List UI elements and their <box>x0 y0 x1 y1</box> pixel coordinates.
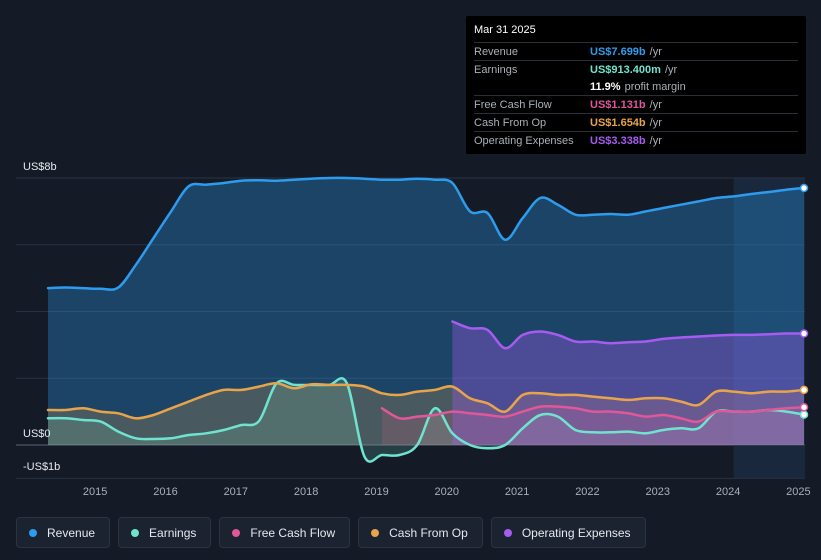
tooltip-row-unit: /yr <box>649 134 662 147</box>
x-tick-label: 2019 <box>364 486 388 498</box>
x-tick-label: 2018 <box>294 486 318 498</box>
operating-expenses-endpoint <box>799 329 809 338</box>
x-tick-label: 2020 <box>435 486 459 498</box>
cash-from-op-line <box>46 382 806 420</box>
legend-dot-icon <box>371 528 380 537</box>
tooltip-row-unit: profit margin <box>624 80 686 93</box>
tooltip-row: Cash From Op US$1.654b/yr <box>474 113 798 131</box>
legend-item-operating-expenses[interactable]: Operating Expenses <box>490 517 646 548</box>
tooltip-row-value: US$1.654b <box>590 116 646 129</box>
legend-label: Revenue <box>47 525 96 540</box>
legend-dot-icon <box>29 528 37 537</box>
legend-label: Earnings <box>149 525 197 540</box>
x-tick-label: 2022 <box>575 486 599 498</box>
cash-from-op-area <box>48 383 804 445</box>
chart-canvas: US$8b US$0 -US$1b 2015 2016 2017 2018 2019 2020… <box>16 161 811 498</box>
x-tick-label: 2017 <box>224 486 248 498</box>
tooltip-row: Revenue US$7.699b/yr <box>474 42 798 60</box>
x-tick-label: 2025 <box>786 486 810 498</box>
tooltip-row-value: US$913.400m <box>590 63 661 76</box>
legend-label: Free Cash Flow <box>250 525 336 540</box>
tooltip-row-unit: /yr <box>649 116 662 129</box>
cash-from-op-endpoint <box>799 385 809 395</box>
earnings-line <box>46 377 806 463</box>
tooltip-row-value: US$3.338b <box>590 134 646 147</box>
legend-item-earnings[interactable]: Earnings <box>118 517 212 548</box>
tooltip-row: Free Cash Flow US$1.131b/yr <box>474 95 798 113</box>
legend-item-revenue[interactable]: Revenue <box>16 517 111 548</box>
tooltip-row-label: Free Cash Flow <box>474 98 552 111</box>
legend-dot-icon <box>503 528 512 537</box>
tooltip-row-value: US$1.131b <box>590 98 646 111</box>
tooltip-rows: Revenue US$7.699b/yr Earnings US$913.400m/y… <box>474 42 798 149</box>
legend-item-cash-from-op[interactable]: Cash From Op <box>358 517 483 548</box>
tooltip-row-label: Earnings <box>474 63 518 76</box>
x-tick-label: 2015 <box>83 486 107 498</box>
chart-areas <box>48 177 804 462</box>
tooltip-row: Earnings US$913.400m/yr <box>474 60 798 78</box>
tooltip-row-unit: /yr <box>664 63 678 76</box>
forecast-highlight-band <box>733 178 805 479</box>
revenue-line <box>46 176 806 291</box>
free-cash-flow-line <box>380 404 806 424</box>
chart-endpoints <box>799 183 809 419</box>
operating-expenses-line <box>451 320 806 350</box>
x-tick-label: 2021 <box>505 486 529 498</box>
revenue-area <box>48 177 804 445</box>
tooltip-row: Operating Expenses US$3.338b/yr <box>474 131 798 149</box>
chart-lines <box>46 176 806 463</box>
legend-label: Operating Expenses <box>521 525 631 540</box>
tooltip-row-label: Cash From Op <box>474 116 547 129</box>
tooltip-row-unit: /yr <box>649 45 662 58</box>
tooltip-row-value: US$7.699b <box>590 45 646 58</box>
free-cash-flow-endpoint <box>799 403 809 412</box>
tooltip-row-label: Revenue <box>474 45 519 58</box>
tooltip-row-value: 11.9% <box>590 80 621 93</box>
earnings-area <box>48 378 804 462</box>
revenue-endpoint <box>799 183 809 193</box>
tooltip-row: 11.9% profit margin <box>474 78 798 95</box>
x-tick-label: 2023 <box>646 486 670 498</box>
y-axis-labels: US$8b US$0 -US$1b <box>23 161 60 473</box>
y-tick-label: US$0 <box>23 428 51 440</box>
legend-item-free-cash-flow[interactable]: Free Cash Flow <box>219 517 351 548</box>
tooltip-row-label: Operating Expenses <box>474 134 574 147</box>
legend-dot-icon <box>131 528 140 537</box>
x-tick-label: 2024 <box>716 486 740 498</box>
data-tooltip: Mar 31 2025 Revenue US$7.699b/yr Earnings U… <box>466 16 806 154</box>
earnings-endpoint <box>799 410 809 419</box>
y-tick-label: US$8b <box>23 161 57 173</box>
tooltip-row-unit: /yr <box>649 98 662 111</box>
tooltip-date: Mar 31 2025 <box>474 24 536 36</box>
x-axis-labels: 2015 2016 2017 2018 2019 2020 2021 2022 2023 2024… <box>83 486 811 498</box>
chart-legend: Revenue Earnings Free Cash Flow Cash From O… <box>16 517 646 548</box>
legend-label: Cash From Op <box>389 525 468 540</box>
y-tick-label: -US$1b <box>23 461 60 473</box>
legend-dot-icon <box>232 528 241 537</box>
x-tick-label: 2016 <box>153 486 177 498</box>
